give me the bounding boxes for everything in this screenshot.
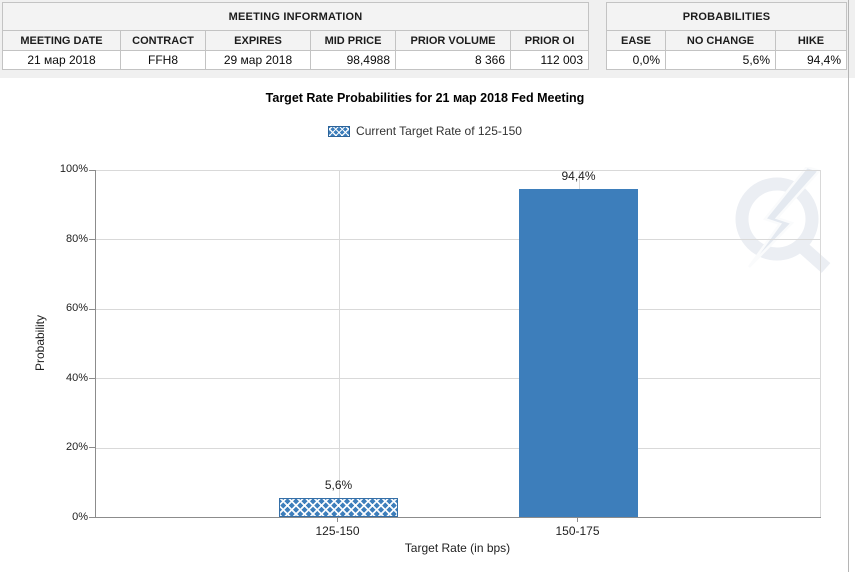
y-tick-mark — [89, 447, 95, 448]
bar-150-175 — [519, 189, 638, 517]
plot-right-border — [820, 170, 821, 517]
chart-legend: Current Target Rate of 125-150 — [0, 124, 850, 138]
ease-value: 0,0% — [606, 50, 666, 70]
meeting-information-table: MEETING INFORMATION MEETING DATE CONTRAC… — [1, 2, 590, 70]
meeting-date-value: 21 мар 2018 — [2, 50, 121, 70]
x-axis-title: Target Rate (in bps) — [404, 541, 511, 555]
table-row: 0,0% 5,6% 94,4% — [606, 50, 848, 70]
bar-value-label: 94,4% — [561, 169, 596, 184]
probabilities-title: PROBABILITIES — [605, 2, 848, 31]
page-right-border — [848, 0, 849, 572]
y-tick-mark — [89, 309, 95, 310]
no-change-header: NO CHANGE — [665, 30, 776, 51]
contract-header: CONTRACT — [120, 30, 206, 51]
prior-oi-value: 112 003 — [509, 50, 590, 70]
y-tick-20: 20% — [65, 441, 88, 453]
x-tick-mark — [577, 517, 578, 522]
crosshatch-swatch-icon — [328, 125, 351, 137]
category-label-125-150: 125-150 — [315, 524, 360, 538]
quikstrike-watermark-icon — [735, 167, 831, 273]
mid-price-header: MID PRICE — [310, 30, 396, 51]
expires-value: 29 мар 2018 — [205, 50, 311, 70]
y-tick-0: 0% — [72, 511, 88, 523]
table-row: 21 мар 2018 FFH8 29 мар 2018 98,4988 8 3… — [2, 50, 590, 70]
mid-price-value: 98,4988 — [310, 50, 396, 70]
prior-oi-header: PRIOR OI — [509, 30, 590, 51]
top-info-band: MEETING INFORMATION MEETING DATE CONTRAC… — [0, 0, 855, 78]
ease-header: EASE — [606, 30, 666, 51]
x-tick-mark — [337, 517, 338, 522]
y-tick-80: 80% — [65, 233, 88, 245]
hike-value: 94,4% — [774, 50, 848, 70]
prior-volume-value: 8 366 — [395, 50, 511, 70]
contract-value: FFH8 — [120, 50, 206, 70]
gridline — [96, 447, 821, 449]
bar-125-150 — [279, 497, 398, 517]
chart-title: Target Rate Probabilities for 21 мар 201… — [265, 91, 585, 105]
y-tick-mark — [89, 517, 95, 518]
y-tick-40: 40% — [65, 372, 88, 384]
meeting-information-title: MEETING INFORMATION — [1, 2, 590, 31]
meeting-date-header: MEETING DATE — [2, 30, 121, 51]
prior-volume-header: PRIOR VOLUME — [395, 30, 511, 51]
gridline — [96, 308, 821, 310]
category-label-150-175: 150-175 — [555, 524, 600, 538]
gridline — [96, 170, 821, 171]
y-axis-title: Probability — [33, 314, 47, 372]
target-rate-chart: Target Rate Probabilities for 21 мар 201… — [0, 78, 855, 572]
probabilities-table: PROBABILITIES EASE NO CHANGE HIKE 0,0% 5… — [605, 2, 848, 70]
bar-value-label: 5,6% — [324, 477, 353, 492]
y-tick-100: 100% — [59, 163, 88, 175]
plot-area: 5,6% 94,4% — [95, 169, 821, 518]
no-change-value: 5,6% — [665, 50, 776, 70]
y-tick-60: 60% — [65, 302, 88, 314]
y-tick-mark — [89, 239, 95, 240]
hike-header: HIKE — [774, 30, 848, 51]
y-tick-mark — [89, 170, 95, 171]
legend-label: Current Target Rate of 125-150 — [356, 124, 522, 138]
gridline — [96, 378, 821, 380]
gridline — [339, 170, 340, 517]
expires-header: EXPIRES — [205, 30, 311, 51]
gridline — [96, 239, 821, 241]
y-tick-mark — [89, 378, 95, 379]
